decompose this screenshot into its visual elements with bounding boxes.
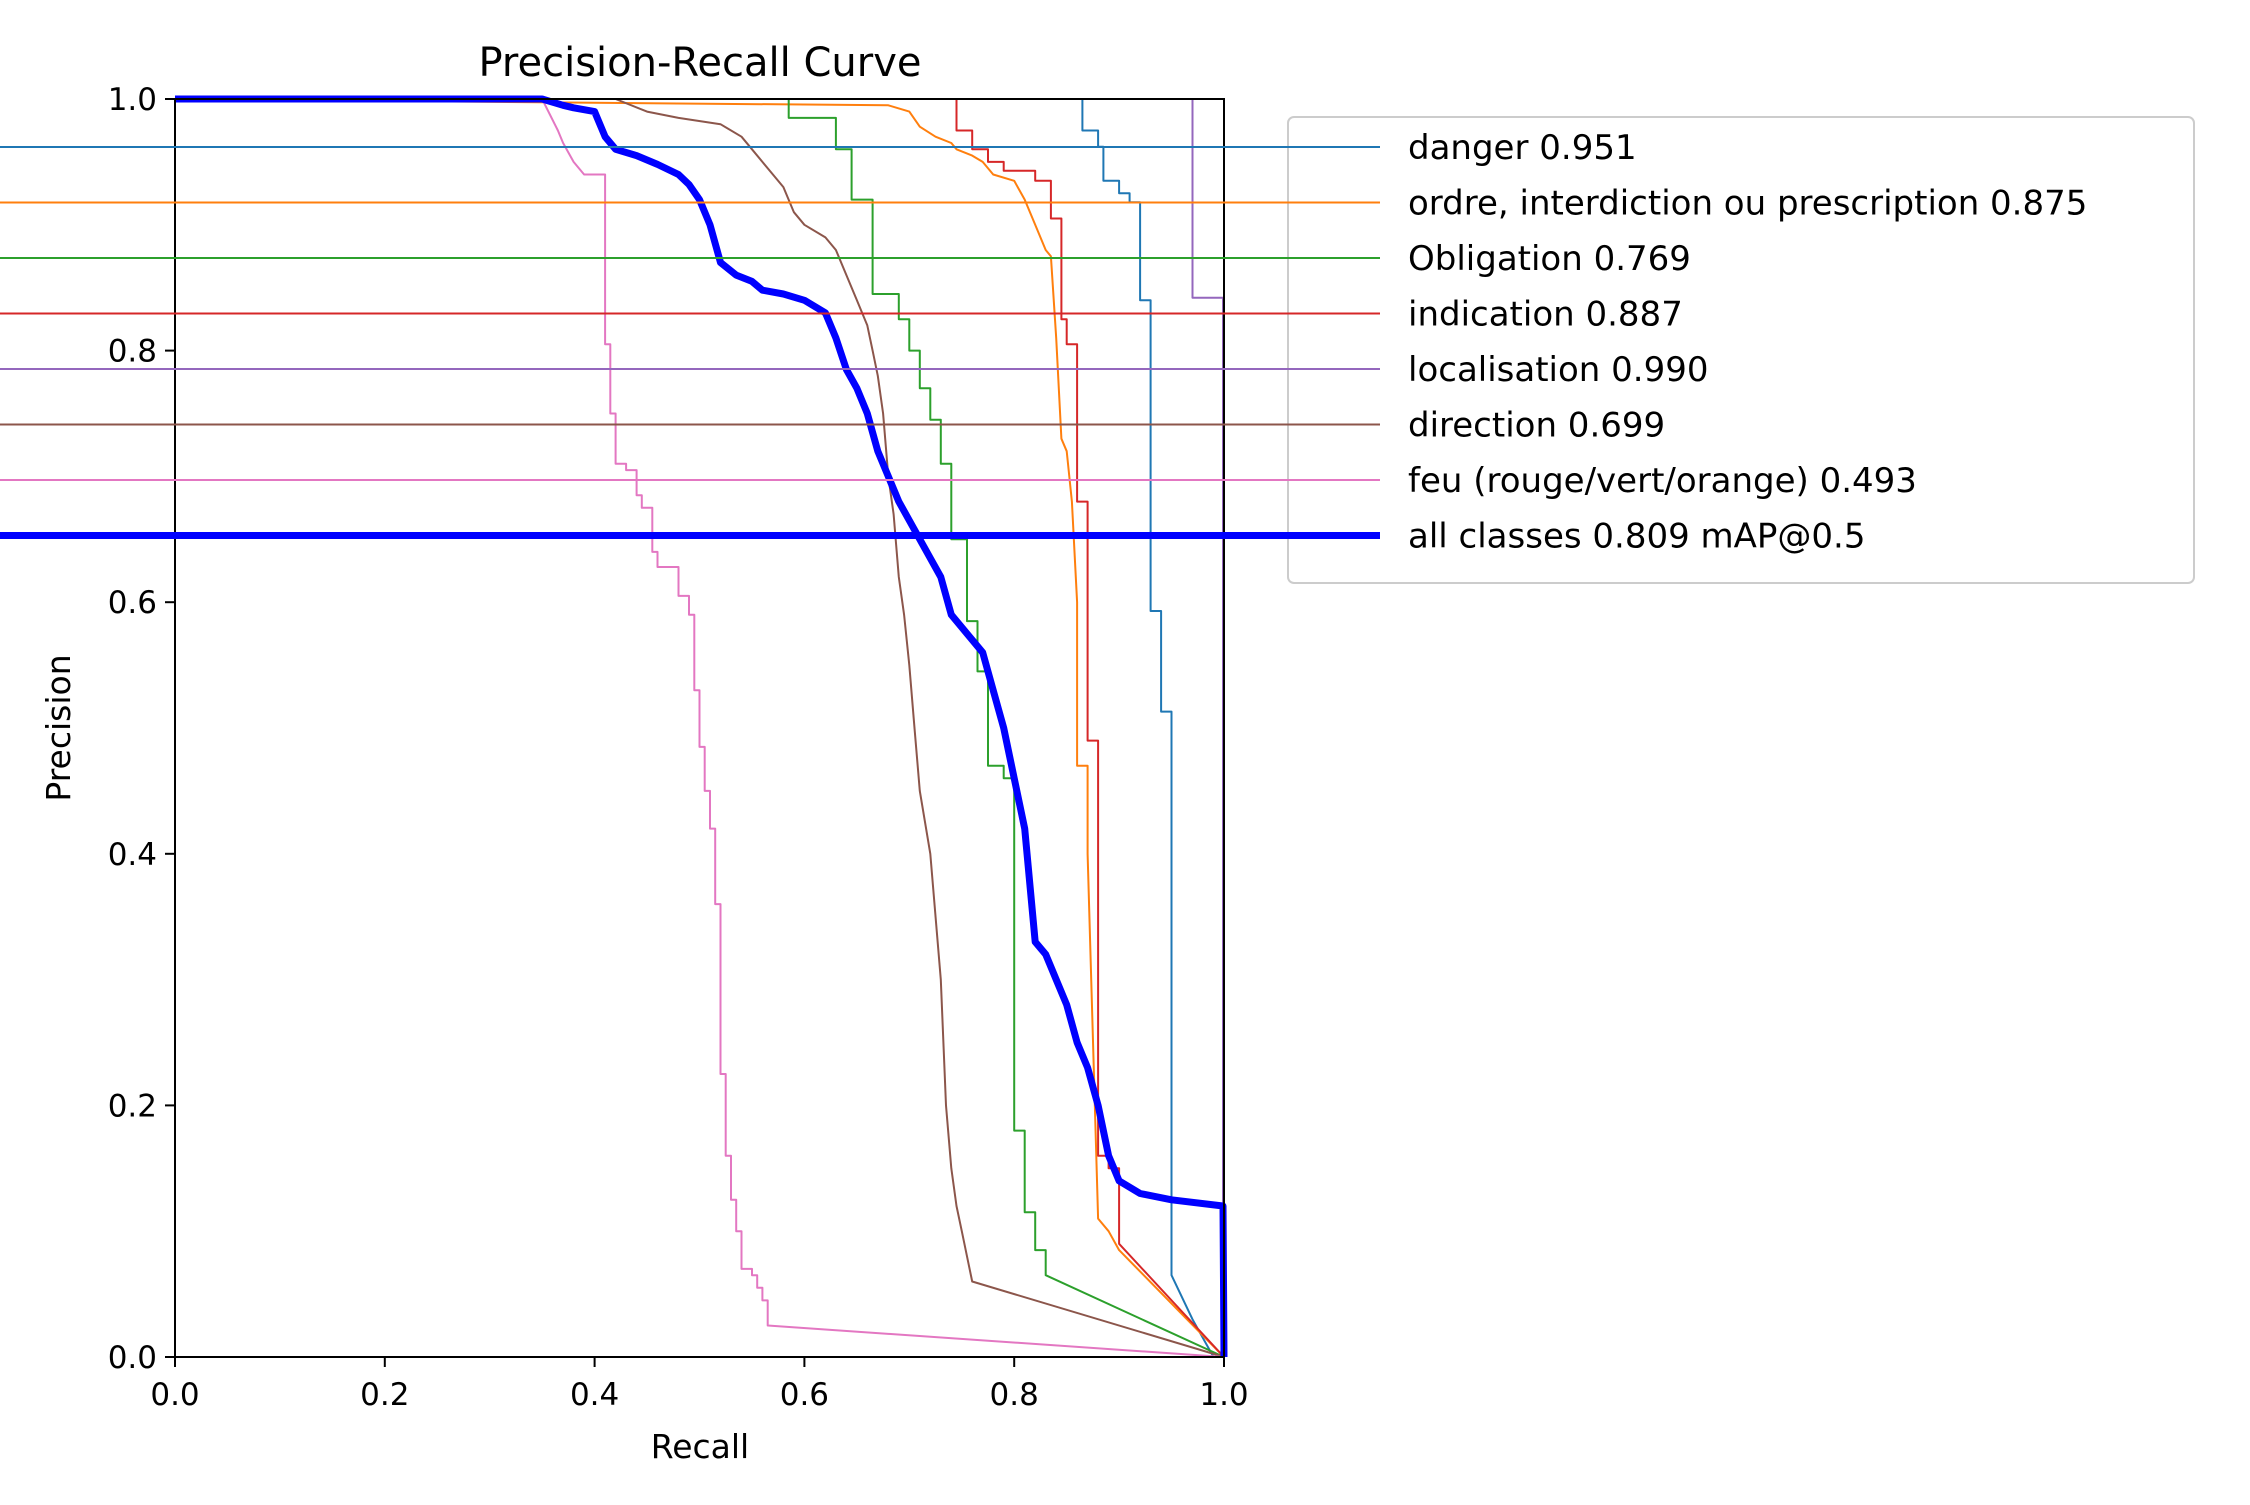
x-tick-label: 0.4 — [570, 1377, 619, 1413]
x-tick-label: 0.6 — [780, 1377, 829, 1413]
legend-entry: ordre, interdiction ou prescription 0.87… — [1408, 184, 2087, 224]
y-axis-label: Precision — [39, 654, 78, 801]
legend-entry: all classes 0.809 mAP@0.5 — [1408, 517, 1865, 557]
legend-entry: localisation 0.990 — [1408, 350, 1709, 390]
x-tick-label: 0.0 — [150, 1377, 199, 1413]
legend-entry: feu (rouge/vert/orange) 0.493 — [1408, 461, 1917, 501]
y-tick-label: 0.2 — [108, 1088, 157, 1124]
y-tick-label: 0.4 — [108, 837, 157, 873]
plot-frame — [174, 98, 1225, 1358]
legend: danger 0.951 ordre, interdiction ou presc… — [0, 116, 2195, 584]
x-tick-label: 0.2 — [360, 1377, 409, 1413]
chart-title: Precision-Recall Curve — [479, 40, 922, 86]
x-axis-label: Recall — [651, 1427, 749, 1466]
y-tick-label: 0.8 — [108, 334, 157, 370]
legend-entry: indication 0.887 — [1408, 295, 1683, 335]
ticks-layer: 0.0 0.2 0.4 0.6 0.8 1.0 0.0 0.2 0.4 0.6 0.8 1.0 — [108, 82, 1249, 1413]
series-line-4 — [1191, 99, 1224, 1358]
legend-frame — [1287, 116, 2195, 584]
x-tick-label: 0.8 — [990, 1377, 1039, 1413]
x-tick-label: 1.0 — [1199, 1377, 1248, 1413]
series-line-2 — [175, 98, 1225, 1358]
series-line-7 — [175, 95, 1228, 1358]
legend-entry: Obligation 0.769 — [1408, 239, 1691, 279]
series-line-0 — [1081, 99, 1224, 1358]
series-layer — [175, 95, 1228, 1358]
legend-entry: direction 0.699 — [1408, 406, 1665, 446]
y-tick-label: 0.0 — [108, 1340, 157, 1376]
series-line-5 — [175, 98, 1225, 1358]
series-line-3 — [955, 99, 1225, 1358]
series-line-1 — [175, 98, 1225, 1358]
series-line-6 — [175, 98, 1225, 1358]
y-tick-label: 1.0 — [108, 82, 157, 118]
legend-entry: danger 0.951 — [1408, 128, 1637, 168]
y-tick-label: 0.6 — [108, 585, 157, 621]
